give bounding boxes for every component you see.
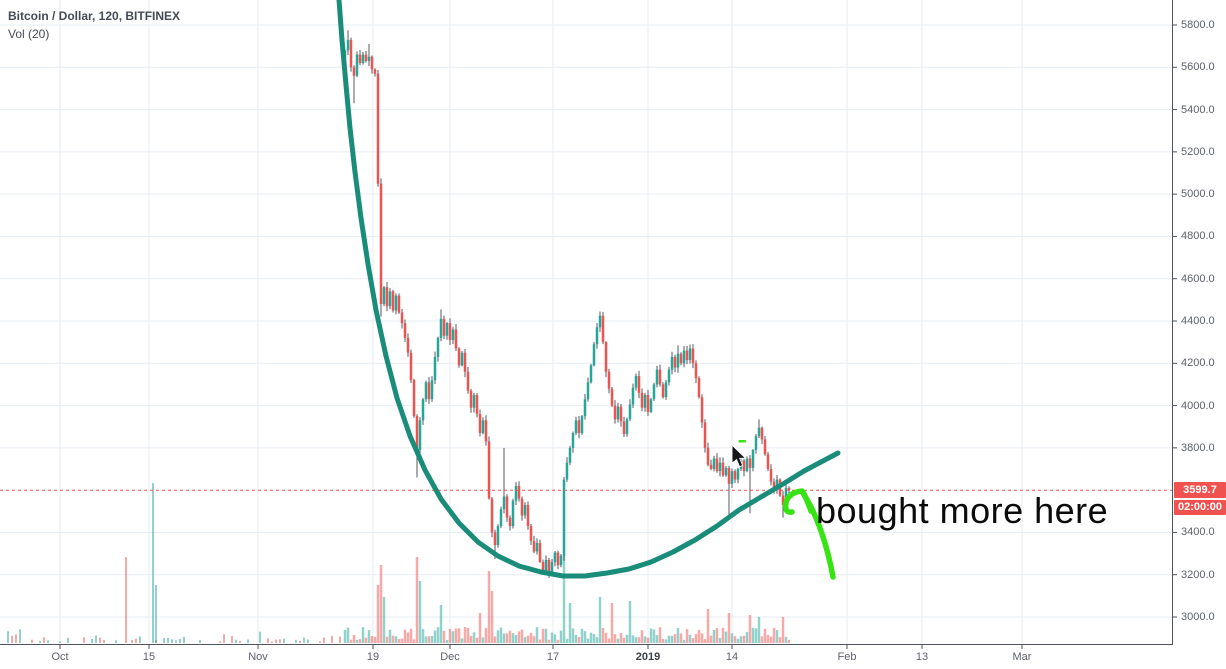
symbol-title[interactable]: Bitcoin / Dollar, 120, BITFINEX	[8, 9, 181, 23]
volume-indicator-label[interactable]: Vol (20)	[8, 27, 50, 41]
grid-lines	[0, 0, 1172, 644]
price-axis-label: 5600.0	[1181, 61, 1215, 74]
price-axis-label: 4800.0	[1181, 230, 1215, 243]
time-axis-label: 2019	[635, 651, 661, 663]
rounding-bottom-curve-drawing[interactable]	[336, 0, 841, 579]
price-axis-label: 5400.0	[1181, 103, 1215, 116]
mouse-cursor-icon	[731, 443, 747, 468]
axis-borders-and-ticks[interactable]	[0, 0, 1177, 649]
price-axis-label: 4400.0	[1181, 315, 1215, 327]
time-axis-label: 13	[915, 651, 929, 663]
time-axis-label: Dec	[440, 651, 460, 663]
price-axis-label: 5800.0	[1181, 19, 1215, 31]
time-axis-label: Oct	[51, 651, 69, 663]
time-axis-label: 17	[546, 651, 560, 663]
price-axis-label: 3200.0	[1181, 568, 1215, 581]
time-axis-label: Feb	[837, 651, 857, 663]
last-price-badge: 3599.7	[1174, 482, 1226, 499]
price-axis-label: 3800.0	[1181, 441, 1215, 454]
volume-bars	[7, 483, 791, 643]
bar-countdown-badge: 02:00:00	[1174, 500, 1226, 516]
time-axis-label: Mar	[1012, 651, 1032, 663]
price-axis-label: 4200.0	[1181, 357, 1215, 370]
price-axis-label: 5000.0	[1181, 188, 1215, 201]
green-arrow-drawing[interactable]	[782, 488, 836, 580]
candlestick-series[interactable]	[343, 30, 791, 578]
time-axis-label: 19	[366, 651, 380, 663]
time-axis-label: 14	[725, 651, 739, 663]
price-axis-label: 4000.0	[1181, 399, 1215, 412]
time-axis-label: 15	[142, 651, 156, 663]
green-dash-mark[interactable]	[738, 440, 747, 443]
price-axis-label: 3000.0	[1181, 611, 1215, 623]
price-axis-label: 3400.0	[1181, 526, 1215, 539]
price-axis-label: 5200.0	[1181, 145, 1215, 158]
price-axis-label: 4600.0	[1181, 272, 1215, 285]
annotation-bought-more-here[interactable]: bought more here	[816, 490, 1109, 531]
time-axis-label: Nov	[248, 651, 268, 663]
